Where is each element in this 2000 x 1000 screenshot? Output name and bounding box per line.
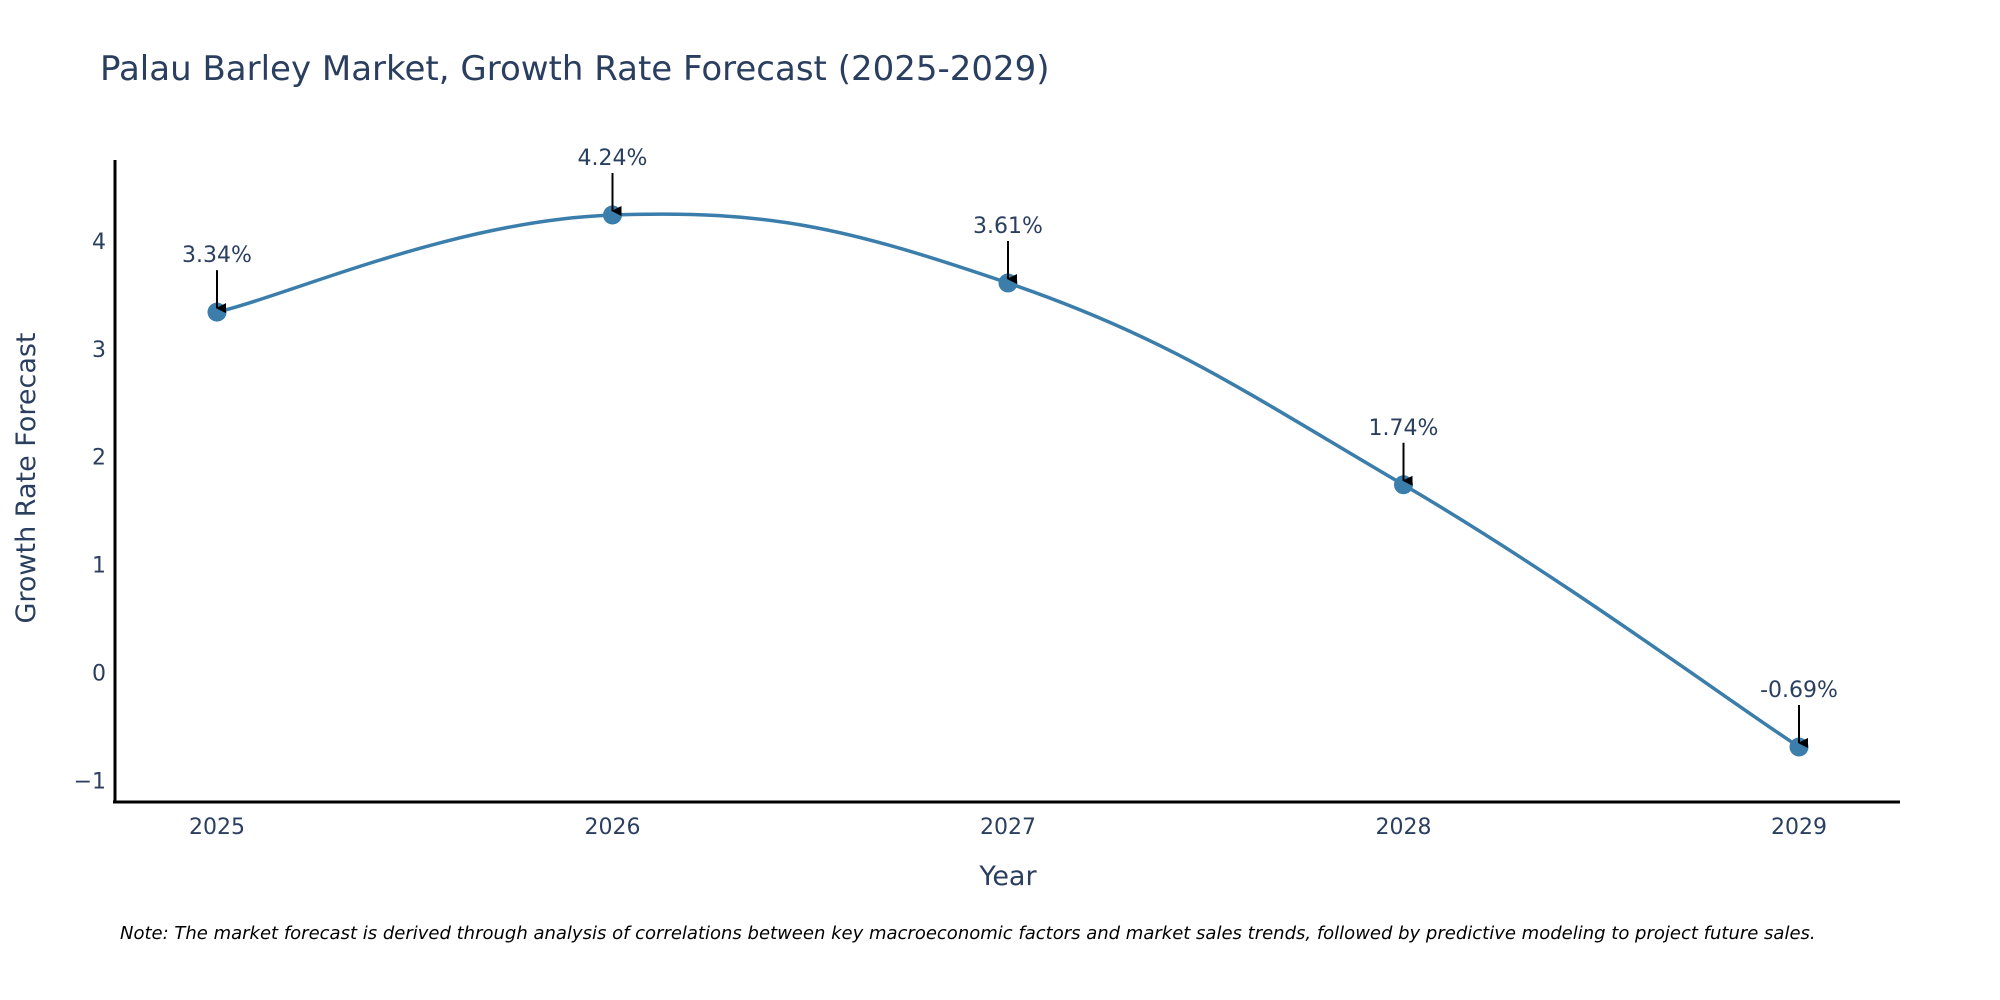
marker-group: [207, 205, 1809, 757]
x-tick-label: 2027: [980, 815, 1036, 840]
x-tick-group: 2025 2026 2027 2028 2029: [189, 815, 1827, 840]
annotation-group: 3.34% 4.24% 3.61% 1.74% -0.69%: [182, 146, 1838, 748]
x-tick-label: 2025: [189, 815, 245, 840]
x-axis-title: Year: [978, 861, 1037, 892]
data-label: -0.69%: [1760, 678, 1838, 703]
y-tick-label: 2: [92, 446, 106, 471]
chart-title: Palau Barley Market, Growth Rate Forecas…: [100, 49, 1050, 89]
y-tick-label: 1: [92, 554, 106, 579]
x-tick-label: 2029: [1771, 815, 1827, 840]
y-tick-label: 3: [92, 338, 106, 363]
series-line: [216, 212, 1800, 749]
y-axis-title: Growth Rate Forecast: [11, 332, 42, 623]
data-label: 1.74%: [1369, 416, 1439, 441]
footnote: Note: The market forecast is derived thr…: [120, 923, 1816, 944]
y-tick-label: 4: [92, 230, 106, 255]
data-label: 3.61%: [973, 214, 1043, 239]
y-tick-label: 0: [92, 662, 106, 687]
y-tick-label: −1: [74, 769, 106, 794]
y-tick-group: −1 0 1 2 3 4: [74, 230, 106, 794]
data-label: 4.24%: [578, 146, 648, 171]
x-tick-label: 2028: [1376, 815, 1432, 840]
x-tick-label: 2026: [585, 815, 641, 840]
data-label: 3.34%: [182, 243, 252, 268]
